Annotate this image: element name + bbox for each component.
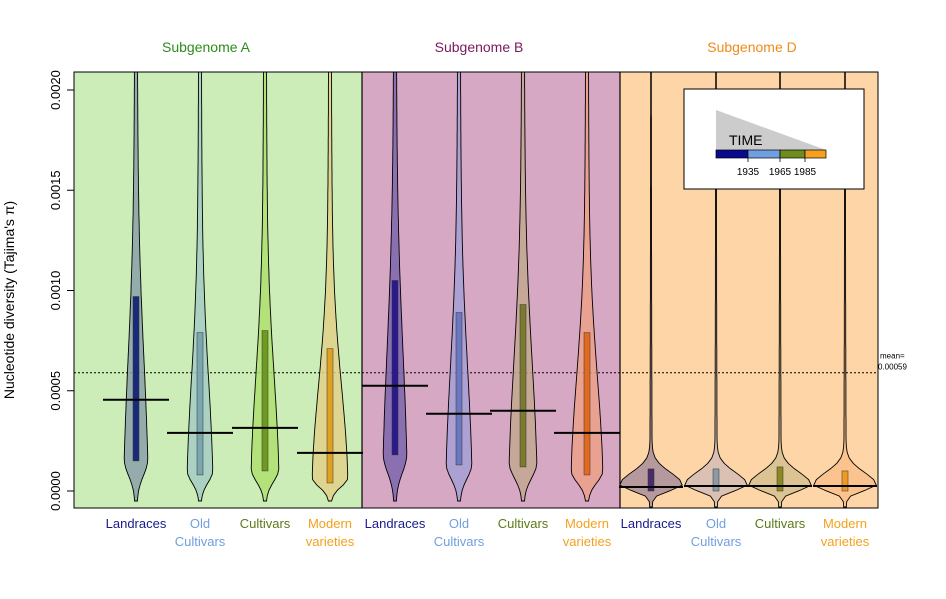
violin-body [619,72,683,508]
category-label: Modern [565,516,609,531]
violin-2-1 [362,72,428,502]
violin-body [311,72,349,502]
axes: 0.0000 0.0005 0.0010 0.0015 0.0020 Nucleotide… [1,70,879,511]
y-tick-label: 0.0015 [48,170,63,210]
subgenome-titles: Subgenome A Subgenome B Subgenome D [162,39,797,55]
time-segment [804,149,827,159]
violin-box [132,296,140,462]
time-triangle [716,110,826,150]
category-label: varieties [563,534,612,549]
time-legend: TIME 1935 1965 1985 [683,88,865,190]
violin-body [123,72,149,502]
violin-box [712,468,720,492]
time-segment [779,149,806,159]
violin-3-4 [813,72,877,508]
category-label: Cultivars [498,516,549,531]
violins [103,72,877,508]
violin-box [261,330,269,472]
y-tick-label: 0.0000 [48,471,63,511]
time-tick-label: 1935 [737,167,760,178]
violin-body [813,72,877,508]
violin-body [570,72,604,502]
category-label: Modern [823,516,867,531]
violin-body [186,72,214,502]
violin-box [455,312,463,466]
time-tick-label: 1965 [769,167,792,178]
violin-box [519,304,527,468]
category-label: Landraces [365,516,426,531]
violin-2-2 [426,72,492,502]
violin-body [748,72,812,508]
violin-box [776,466,784,492]
violin-2-3 [490,72,556,502]
panel-backgrounds [74,72,878,508]
violin-3-3 [748,72,812,508]
violin-body [684,72,748,508]
subgenome-title-2: Subgenome B [435,39,524,55]
category-label: Modern [308,516,352,531]
violin-body [508,72,538,502]
violin-body [445,72,473,502]
violin-1-1 [103,72,169,502]
y-axis-label: Nucleotide diversity (Tajima's π) [1,201,17,399]
violin-box [391,280,399,456]
category-label: Cultivars [691,534,742,549]
category-label: Landraces [621,516,682,531]
violin-1-4 [297,72,363,502]
violin-2-4 [554,72,620,502]
category-label: varieties [306,534,355,549]
time-segment [747,149,781,159]
y-tick-label: 0.0010 [48,271,63,311]
y-tick-label: 0.0005 [48,371,63,411]
category-label: varieties [821,534,870,549]
category-label: Cultivars [755,516,806,531]
violin-box [326,348,334,484]
violin-3-2 [684,72,748,508]
y-tick-label: 0.0020 [48,70,63,110]
time-tick-label: 1985 [794,167,817,178]
violin-1-3 [232,72,298,502]
category-label: Old [190,516,210,531]
category-labels: Landraces Old Cultivars Cultivars Modern vari… [106,516,870,549]
subgenome-title-1: Subgenome A [162,39,251,55]
mean-value: 0.00059 [878,363,907,372]
category-label: Cultivars [240,516,291,531]
category-label: Cultivars [175,534,226,549]
legend-title: TIME [729,132,762,148]
violin-body [250,72,280,502]
category-label: Cultivars [434,534,485,549]
violin-box [196,332,204,476]
time-segment [715,149,749,159]
mean-label: mean= [880,352,905,361]
violin-box [647,468,655,492]
category-label: Landraces [106,516,167,531]
category-label: Old [449,516,469,531]
category-label: Old [706,516,726,531]
violin-1-2 [167,72,233,502]
violin-box [583,332,591,476]
violin-box [841,470,849,492]
violin-3-1 [619,72,683,508]
subgenome-title-3: Subgenome D [707,39,797,55]
